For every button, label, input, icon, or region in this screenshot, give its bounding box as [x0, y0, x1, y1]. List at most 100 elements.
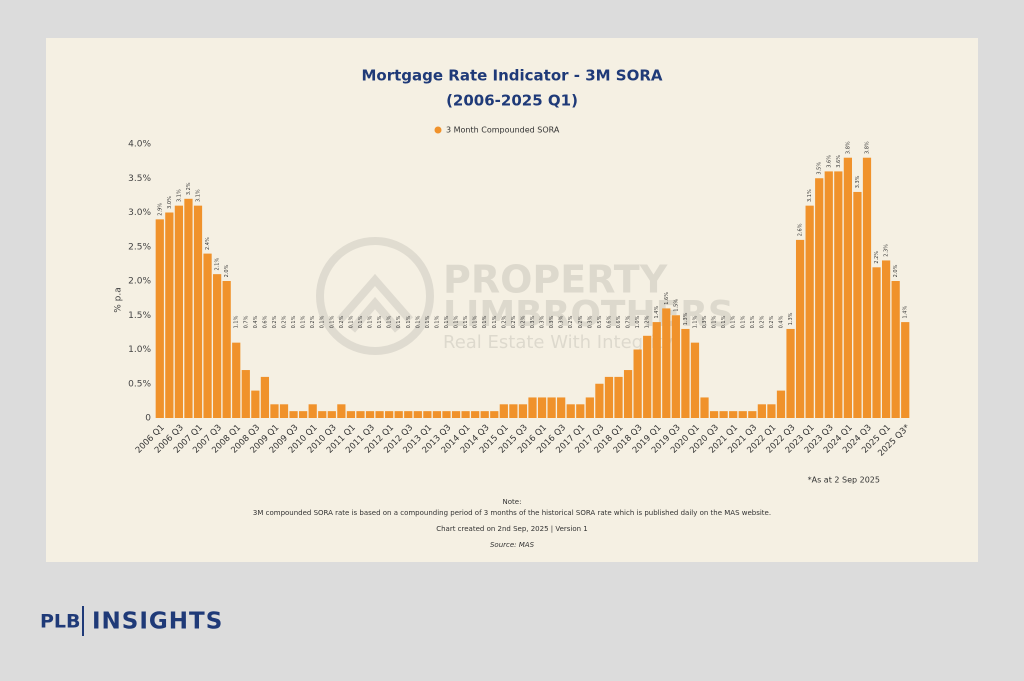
- legend-marker: [434, 126, 442, 134]
- bar: [241, 370, 250, 418]
- source: Source: MAS: [490, 541, 535, 549]
- data-label: 0.1%: [348, 315, 354, 328]
- annotation: *As at 2 Sep 2025: [808, 476, 880, 485]
- bar: [901, 322, 910, 418]
- bar: [643, 335, 652, 418]
- data-label: 0.3%: [549, 315, 555, 328]
- data-label: 0.2%: [310, 315, 316, 328]
- bar: [365, 411, 375, 418]
- data-label: 0.3%: [540, 315, 546, 328]
- data-label: 0.1%: [454, 315, 460, 328]
- data-label: 0.1%: [482, 315, 488, 328]
- data-label: 3.5%: [817, 162, 823, 175]
- data-label: 2.4%: [205, 237, 211, 250]
- bar: [891, 281, 900, 418]
- data-label: 1.1%: [692, 315, 698, 328]
- bar: [795, 239, 805, 418]
- data-label: 1.2%: [645, 315, 651, 328]
- data-label: 1.6%: [664, 292, 670, 305]
- chart-subtitle: (2006-2025 Q1): [446, 92, 578, 110]
- y-tick-label: 2.5%: [128, 242, 151, 252]
- watermark-logo: [316, 237, 434, 355]
- data-label: 1.3%: [683, 312, 689, 325]
- data-label: 0.5%: [597, 315, 603, 328]
- data-label: 2.0%: [893, 264, 899, 277]
- data-label: 0.1%: [434, 315, 440, 328]
- data-label: 1.3%: [788, 312, 794, 325]
- data-label: 0.7%: [626, 315, 632, 328]
- note-title: Note:: [503, 498, 522, 506]
- data-label: 2.9%: [157, 203, 163, 216]
- chart-title: Mortgage Rate Indicator - 3M SORA: [361, 67, 662, 85]
- data-label: 0.7%: [243, 315, 249, 328]
- data-label: 0.3%: [702, 315, 708, 328]
- bar: [490, 411, 499, 418]
- data-label: 0.2%: [282, 315, 288, 328]
- bar: [623, 370, 633, 418]
- bar: [853, 191, 862, 418]
- bar: [614, 376, 623, 418]
- data-label: 3.6%: [836, 155, 842, 168]
- data-label: 0.1%: [320, 315, 326, 328]
- data-label: 0.1%: [463, 315, 469, 328]
- data-label: 0.2%: [272, 315, 278, 328]
- data-label: 0.1%: [473, 315, 479, 328]
- bar: [700, 397, 709, 418]
- bar: [337, 404, 346, 418]
- data-label: 0.4%: [778, 315, 784, 328]
- data-label: 3.8%: [864, 141, 870, 154]
- y-tick-label: 0: [145, 414, 151, 424]
- y-tick-label: 1.0%: [128, 345, 151, 355]
- bar: [385, 411, 394, 418]
- bar: [662, 308, 671, 418]
- bar: [767, 404, 776, 418]
- bar: [394, 411, 403, 418]
- bar: [815, 178, 824, 418]
- bar: [518, 404, 528, 418]
- data-label: 2.1%: [215, 258, 221, 271]
- bar: [308, 404, 317, 418]
- bar: [547, 397, 556, 418]
- bar: [834, 171, 843, 418]
- bar: [729, 411, 738, 418]
- data-label: 0.1%: [444, 315, 450, 328]
- bar: [585, 397, 594, 418]
- bar: [451, 411, 461, 418]
- y-axis-label: % p.a: [114, 287, 124, 313]
- bar: [604, 376, 614, 418]
- data-label: 0.1%: [712, 315, 718, 328]
- data-label: 0.2%: [339, 315, 345, 328]
- bar: [251, 390, 260, 418]
- data-label: 0.1%: [731, 315, 737, 328]
- data-label: 3.3%: [855, 175, 861, 188]
- data-label: 0.1%: [721, 315, 727, 328]
- created-note: Chart created on 2nd Sep, 2025 | Version…: [436, 525, 588, 533]
- data-label: 1.1%: [234, 315, 240, 328]
- bar: [566, 404, 575, 418]
- data-label: 3.2%: [186, 182, 192, 195]
- data-label: 1.0%: [635, 315, 641, 328]
- data-label: 0.1%: [406, 315, 412, 328]
- bar: [442, 411, 451, 418]
- bar: [786, 328, 795, 418]
- data-label: 0.1%: [368, 315, 374, 328]
- data-label: 0.6%: [616, 315, 622, 328]
- data-label: 0.1%: [740, 315, 746, 328]
- bar: [480, 411, 489, 418]
- data-label: 2.0%: [224, 264, 230, 277]
- bar: [576, 404, 585, 418]
- footer-section: INSIGHTS: [92, 609, 223, 635]
- y-tick-label: 3.0%: [128, 208, 151, 218]
- bar: [327, 411, 336, 418]
- data-label: 1.5%: [673, 299, 679, 312]
- data-label: 0.1%: [425, 315, 431, 328]
- bar: [499, 404, 508, 418]
- data-label: 2.6%: [798, 223, 804, 236]
- data-label: 0.2%: [769, 315, 775, 328]
- data-label: 0.2%: [568, 315, 574, 328]
- bar: [757, 404, 766, 418]
- bar: [165, 212, 174, 418]
- data-label: 3.0%: [167, 196, 173, 209]
- data-label: 0.1%: [396, 315, 402, 328]
